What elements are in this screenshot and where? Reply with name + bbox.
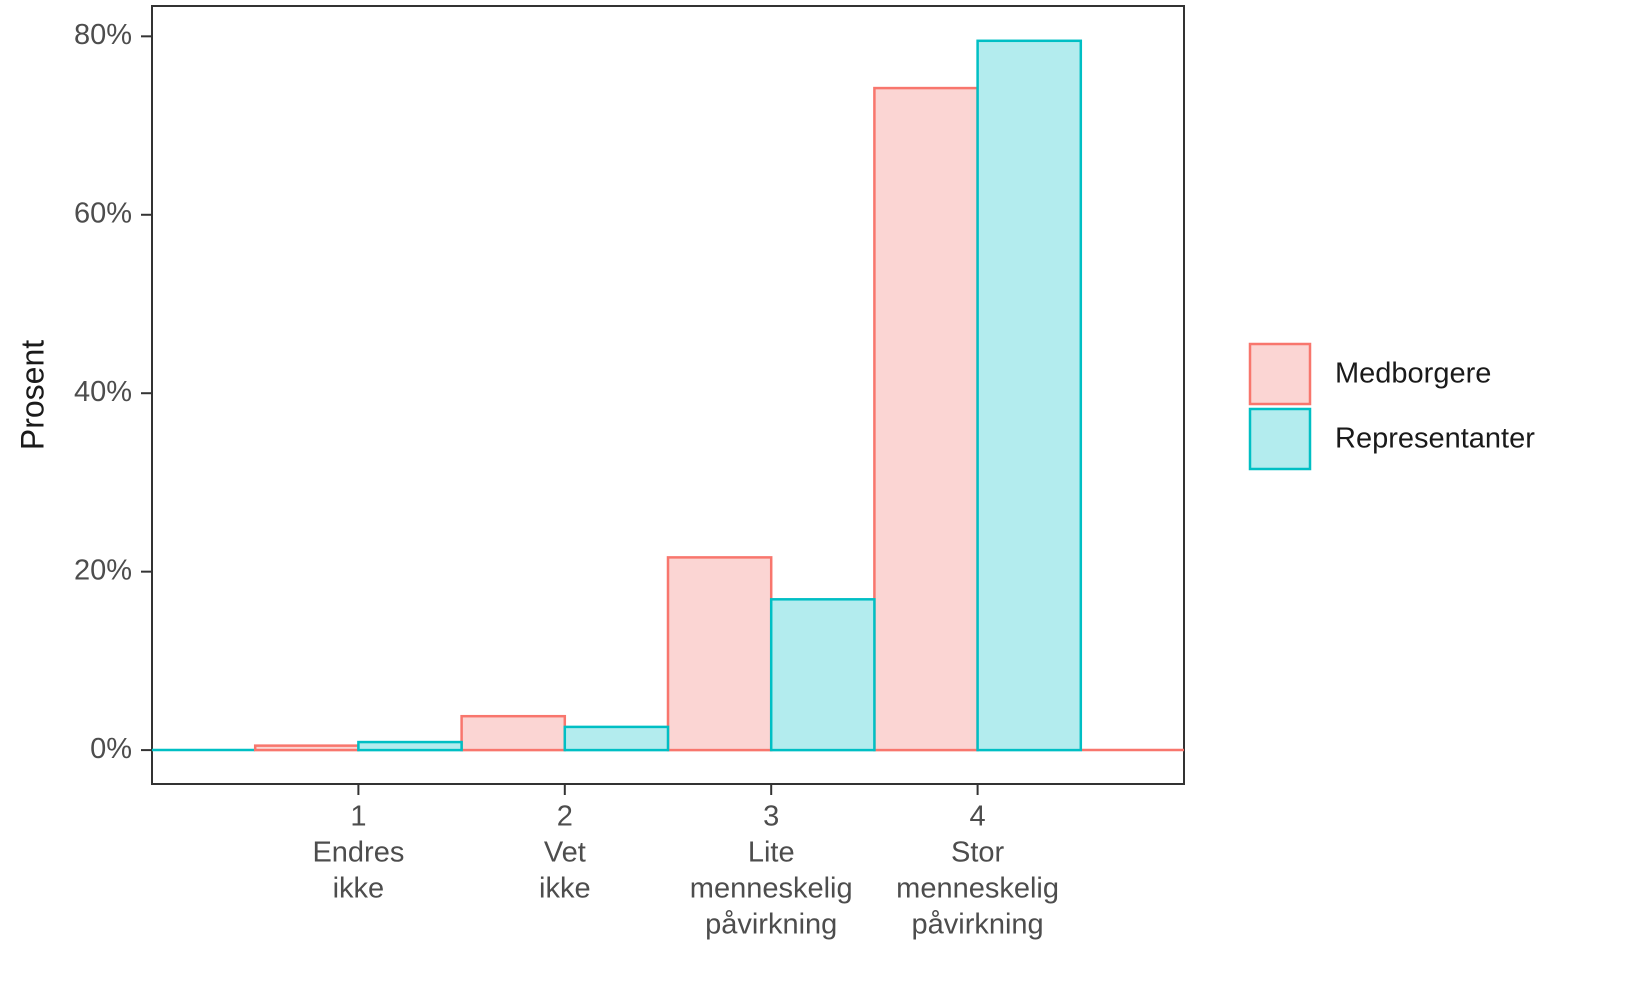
x-tick-label: ikke [539,873,591,905]
bar [357,740,463,752]
x-tick-label: Vet [544,837,586,869]
legend-swatch [1248,342,1312,406]
legend: Medborgere Representanter [1248,342,1535,471]
legend-swatch [1248,407,1312,471]
x-tick-label: 4 [970,801,986,833]
bar [460,714,567,752]
y-tick-label: 20% [74,554,132,586]
x-tick-label: menneskelig [690,873,853,905]
x-tick-label: Endres [312,837,404,869]
legend-label: Representanter [1335,423,1535,455]
y-tick-label: 40% [74,376,132,408]
bar [976,39,1083,752]
y-tick-label: 60% [74,197,132,229]
x-tick-label: 3 [763,801,779,833]
x-tick-label: påvirkning [912,909,1044,941]
legend-label: Medborgere [1335,358,1491,390]
x-tick-label: Lite [748,837,795,869]
bar [253,744,360,752]
x-tick-label: Stor [951,837,1005,869]
bar [563,725,670,752]
y-tick-label: 80% [74,19,132,51]
bar [873,86,979,752]
x-tick-label: påvirkning [705,909,837,941]
x-tick-label: 2 [557,801,573,833]
bar [666,556,773,752]
x-tick-label: menneskelig [896,873,1059,905]
y-axis-title: Prosent [14,340,50,450]
x-tick-label: ikke [333,873,385,905]
panel-border [151,5,1185,785]
x-tick-label: 1 [350,801,366,833]
bar [769,598,876,752]
y-tick-label: 0% [90,733,132,765]
